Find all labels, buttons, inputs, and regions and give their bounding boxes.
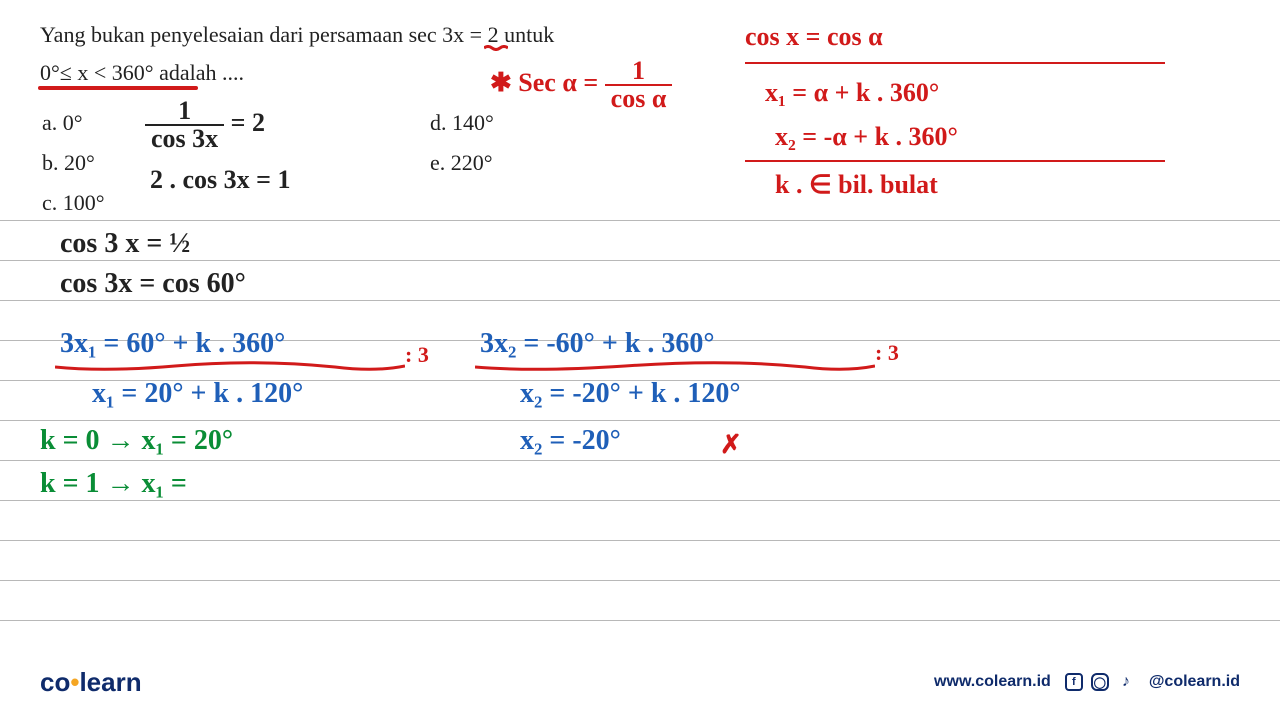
work-eq4: cos 3x = cos 60° — [60, 268, 246, 300]
option-b: b. 20° — [42, 150, 95, 176]
eq1-rhs: = 2 — [231, 108, 265, 137]
social-icons: f ◯ ♪ — [1065, 673, 1135, 691]
logo-post: learn — [79, 667, 141, 697]
k-rule: k . ∈ bil. bulat — [775, 170, 938, 200]
underline-sol1a — [55, 360, 405, 374]
eq1-den: cos 3x — [145, 124, 224, 152]
page: Yang bukan penyelesaian dari persamaan s… — [0, 0, 1280, 720]
sec-frac-den: cos α — [605, 84, 673, 112]
squiggle-underline-icon — [484, 45, 508, 51]
logo: co•learn — [40, 667, 142, 698]
question-line1: Yang bukan penyelesaian dari persamaan s… — [40, 22, 554, 48]
sol2c: x₂ = -20° — [520, 425, 621, 457]
work-eq2: 2 . cos 3x = 1 — [150, 165, 290, 195]
x2-rule: x₂ = -α + k . 360° — [775, 122, 958, 152]
sec-label: Sec α = — [518, 68, 604, 97]
footer-handle: @colearn.id — [1149, 673, 1240, 691]
option-c: c. 100° — [42, 190, 105, 216]
facebook-icon: f — [1065, 673, 1083, 691]
logo-pre: co — [40, 667, 70, 697]
option-a: a. 0° — [42, 110, 83, 136]
div3-b: : 3 — [875, 340, 899, 366]
sol1b: x₁ = 20° + k . 120° — [92, 378, 303, 410]
option-e: e. 220° — [430, 150, 493, 176]
sec-note: ✱ Sec α = 1 cos α — [490, 58, 672, 112]
k1-sub: k = 1 → x₁ = — [40, 468, 187, 500]
k0-sub: k = 0 → x₁ = 20° — [40, 425, 233, 457]
footer-right: www.colearn.id f ◯ ♪ @colearn.id — [934, 673, 1240, 691]
underline-range — [38, 86, 198, 90]
sol1a: 3x₁ = 60° + k . 360° — [60, 328, 285, 360]
sec-star: ✱ — [490, 68, 512, 97]
question-line2: 0°≤ x < 360° adalah .... — [40, 60, 244, 86]
sec-frac-num: 1 — [628, 58, 649, 84]
underline-sol2a — [475, 360, 875, 374]
footer: co•learn www.colearn.id f ◯ ♪ @colearn.i… — [0, 662, 1280, 702]
sol2b: x₂ = -20° + k . 120° — [520, 378, 741, 410]
work-eq3: cos 3 x = ½ — [60, 228, 190, 260]
footer-url: www.colearn.id — [934, 673, 1051, 691]
rule-divider-2 — [745, 160, 1165, 162]
div3-a: : 3 — [405, 342, 429, 368]
cross-icon: ✗ — [720, 430, 742, 460]
x1-rule: x₁ = α + k . 360° — [765, 78, 939, 108]
instagram-icon: ◯ — [1091, 673, 1109, 691]
option-d: d. 140° — [430, 110, 494, 136]
eq1-num: 1 — [174, 98, 195, 124]
work-eq1: 1 cos 3x = 2 — [145, 98, 265, 152]
rule-divider-1 — [745, 62, 1165, 64]
sol2a: 3x₂ = -60° + k . 360° — [480, 328, 715, 360]
cos-rule: cos x = cos α — [745, 22, 883, 52]
tiktok-icon: ♪ — [1117, 673, 1135, 691]
